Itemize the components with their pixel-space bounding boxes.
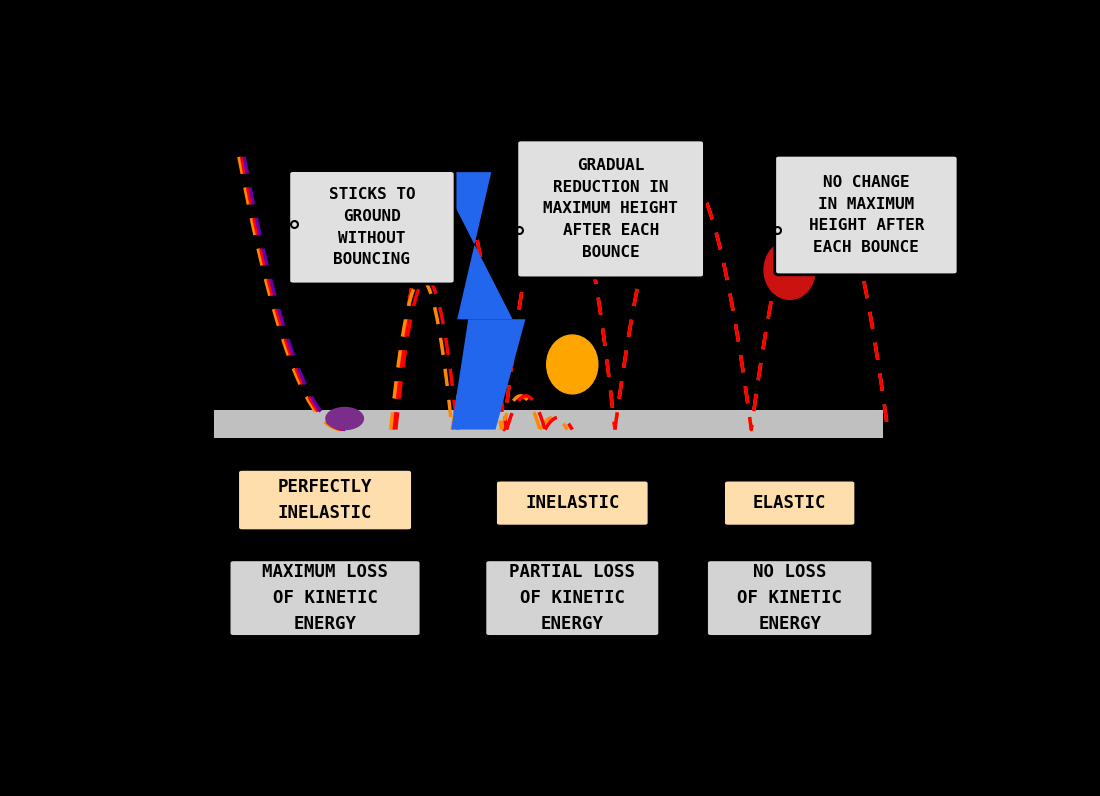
Ellipse shape	[326, 408, 363, 430]
Polygon shape	[451, 319, 526, 430]
Text: ELASTIC: ELASTIC	[752, 494, 826, 512]
FancyBboxPatch shape	[517, 140, 704, 278]
FancyBboxPatch shape	[214, 410, 883, 438]
FancyBboxPatch shape	[485, 560, 660, 637]
Text: INELASTIC: INELASTIC	[525, 494, 619, 512]
FancyBboxPatch shape	[774, 155, 958, 275]
Ellipse shape	[547, 335, 598, 394]
Text: PERFECTLY
INELASTIC: PERFECTLY INELASTIC	[278, 478, 372, 522]
Text: PARTIAL LOSS
OF KINETIC
ENERGY: PARTIAL LOSS OF KINETIC ENERGY	[509, 564, 636, 633]
Text: NO LOSS
OF KINETIC
ENERGY: NO LOSS OF KINETIC ENERGY	[737, 564, 843, 633]
Ellipse shape	[764, 240, 815, 299]
Text: GRADUAL
REDUCTION IN
MAXIMUM HEIGHT
AFTER EACH
BOUNCE: GRADUAL REDUCTION IN MAXIMUM HEIGHT AFTE…	[543, 158, 678, 259]
Text: STICKS TO
GROUND
WITHOUT
BOUNCING: STICKS TO GROUND WITHOUT BOUNCING	[329, 187, 416, 267]
FancyBboxPatch shape	[724, 480, 856, 526]
Polygon shape	[438, 172, 513, 319]
FancyBboxPatch shape	[706, 560, 872, 637]
Text: MAXIMUM LOSS
OF KINETIC
ENERGY: MAXIMUM LOSS OF KINETIC ENERGY	[262, 564, 388, 633]
FancyBboxPatch shape	[229, 560, 421, 637]
Text: NO CHANGE
IN MAXIMUM
HEIGHT AFTER
EACH BOUNCE: NO CHANGE IN MAXIMUM HEIGHT AFTER EACH B…	[808, 175, 924, 255]
FancyBboxPatch shape	[238, 470, 412, 531]
FancyBboxPatch shape	[495, 480, 649, 526]
FancyBboxPatch shape	[289, 170, 455, 284]
